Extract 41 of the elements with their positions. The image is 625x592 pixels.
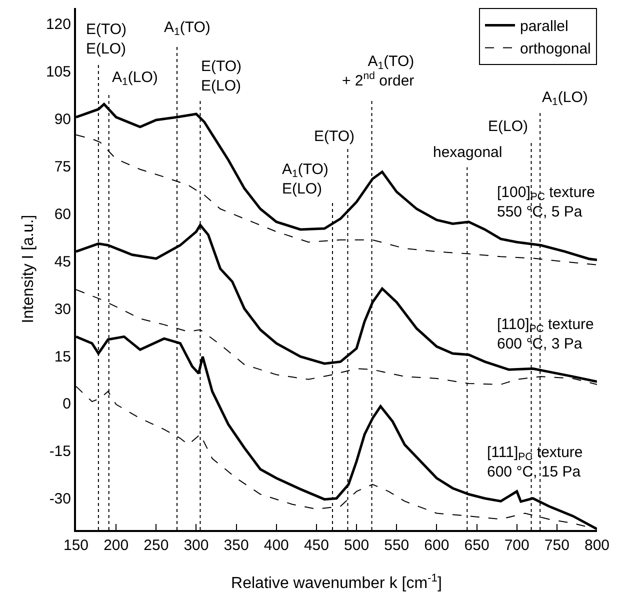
- y-tick-label: 105: [46, 64, 71, 81]
- x-tick-label: 250: [144, 537, 169, 554]
- x-tick-label: 750: [544, 537, 570, 554]
- legend-label: orthogonal: [520, 40, 591, 58]
- y-tick-label: -15: [49, 443, 71, 460]
- annotation: A$_{1}$(TO) E(LO): [282, 161, 328, 198]
- x-tick-label: 400: [264, 537, 289, 554]
- annotation: A$_{1}$(LO): [542, 89, 588, 108]
- y-tick-label: 30: [54, 300, 71, 318]
- x-tick-label: 450: [304, 537, 329, 554]
- x-tick-label: 600: [424, 537, 450, 554]
- annotation: E(TO): [314, 128, 355, 145]
- y-tick-label: -30: [49, 490, 71, 508]
- annotation: A$_{1}$(LO): [112, 69, 158, 88]
- annotation: E(TO) E(LO): [86, 21, 127, 58]
- y-tick-label: 60: [54, 206, 71, 223]
- x-tick-label: 700: [504, 537, 530, 554]
- legend-label: parallel: [520, 18, 568, 36]
- y-tick-label: 120: [46, 16, 71, 34]
- x-axis-title: Relative wavenumber k [cm$^{-1}$]: [231, 572, 442, 592]
- x-tick-label: 200: [104, 537, 129, 554]
- x-tick-label: 800: [584, 537, 610, 554]
- y-tick-label: 90: [54, 110, 71, 128]
- y-tick-label: 15: [54, 348, 71, 366]
- annotation: A$_{1}$(TO): [164, 19, 210, 38]
- x-tick-label: 300: [184, 537, 209, 554]
- y-tick-label: 0: [62, 396, 71, 413]
- annotation: hexagonal: [433, 144, 502, 161]
- x-tick-label: 650: [464, 537, 490, 554]
- x-tick-label: 350: [224, 537, 249, 554]
- x-tick-label: 150: [63, 537, 89, 554]
- y-tick-label: 75: [54, 158, 71, 176]
- annotation: [110]$_{PC}$ texture 600 °C, 3 Pa: [497, 316, 594, 352]
- x-tick-label: 500: [344, 537, 370, 554]
- annotation: [111]$_{PC}$ texture 600 °C, 15 Pa: [487, 444, 583, 480]
- annotation: E(LO): [488, 118, 528, 135]
- x-tick-label: 550: [384, 537, 410, 554]
- text: A$_{1}$(TO) + 2$^{nd}$ order: [342, 53, 414, 90]
- y-tick-label: 45: [54, 253, 71, 270]
- annotation: E(TO) E(LO): [201, 58, 242, 94]
- y-axis-title: Intensity I [a.u.]: [20, 214, 37, 324]
